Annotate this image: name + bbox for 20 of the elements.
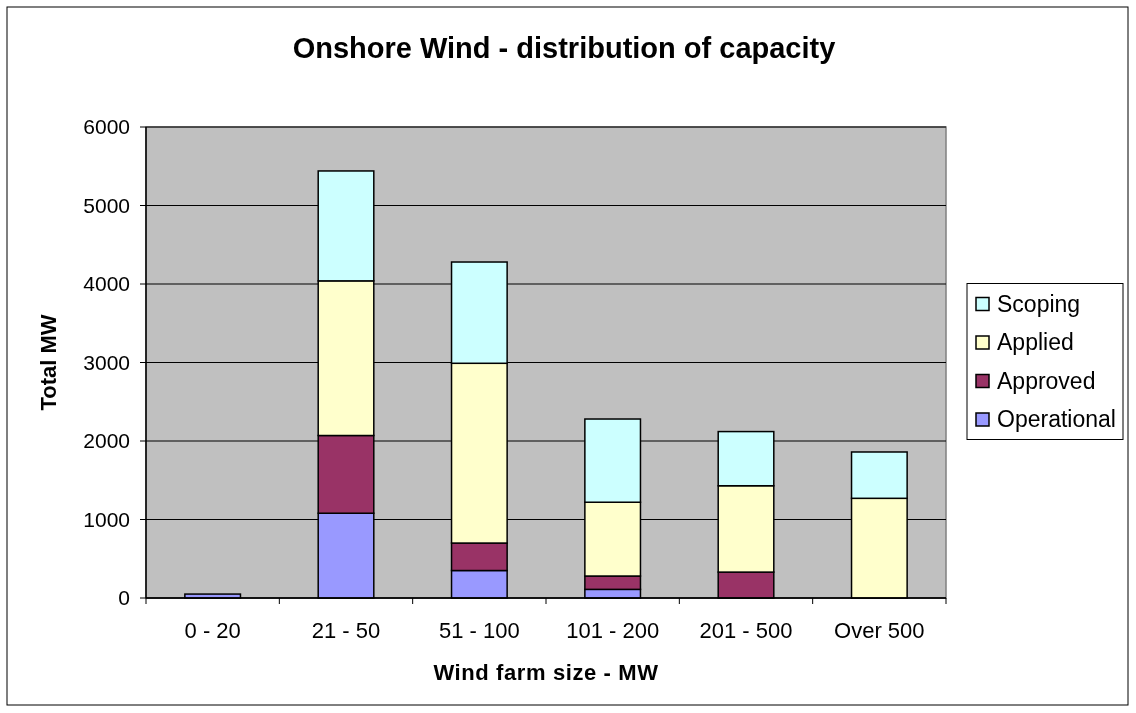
y-tick-label: 1000: [83, 507, 130, 531]
x-tick-label: 51 - 100: [438, 617, 520, 643]
x-tick-label: 201 - 500: [699, 617, 793, 643]
y-tick-label: 0: [118, 586, 130, 610]
y-tick-label: 6000: [83, 115, 130, 139]
y-tick-label: 4000: [83, 272, 130, 296]
legend-label: Operational: [997, 406, 1116, 433]
y-tick-label: 5000: [83, 193, 130, 217]
y-tick-label: 3000: [83, 350, 130, 374]
legend-label: Approved: [997, 367, 1096, 394]
x-tick-label: 101 - 200: [566, 617, 660, 643]
y-tick-label: 2000: [83, 429, 130, 453]
x-tick-label: Over 500: [834, 617, 925, 643]
legend-label: Applied: [997, 329, 1074, 356]
chart-title: Onshore Wind - distribution of capacity: [292, 32, 836, 64]
y-axis-title: Total MW: [35, 314, 61, 411]
x-tick-label: 21 - 50: [311, 617, 381, 643]
x-axis-title: Wind farm size - MW: [433, 659, 659, 685]
x-tick-label: 0 - 20: [184, 617, 241, 643]
legend-label: Scoping: [997, 290, 1081, 317]
